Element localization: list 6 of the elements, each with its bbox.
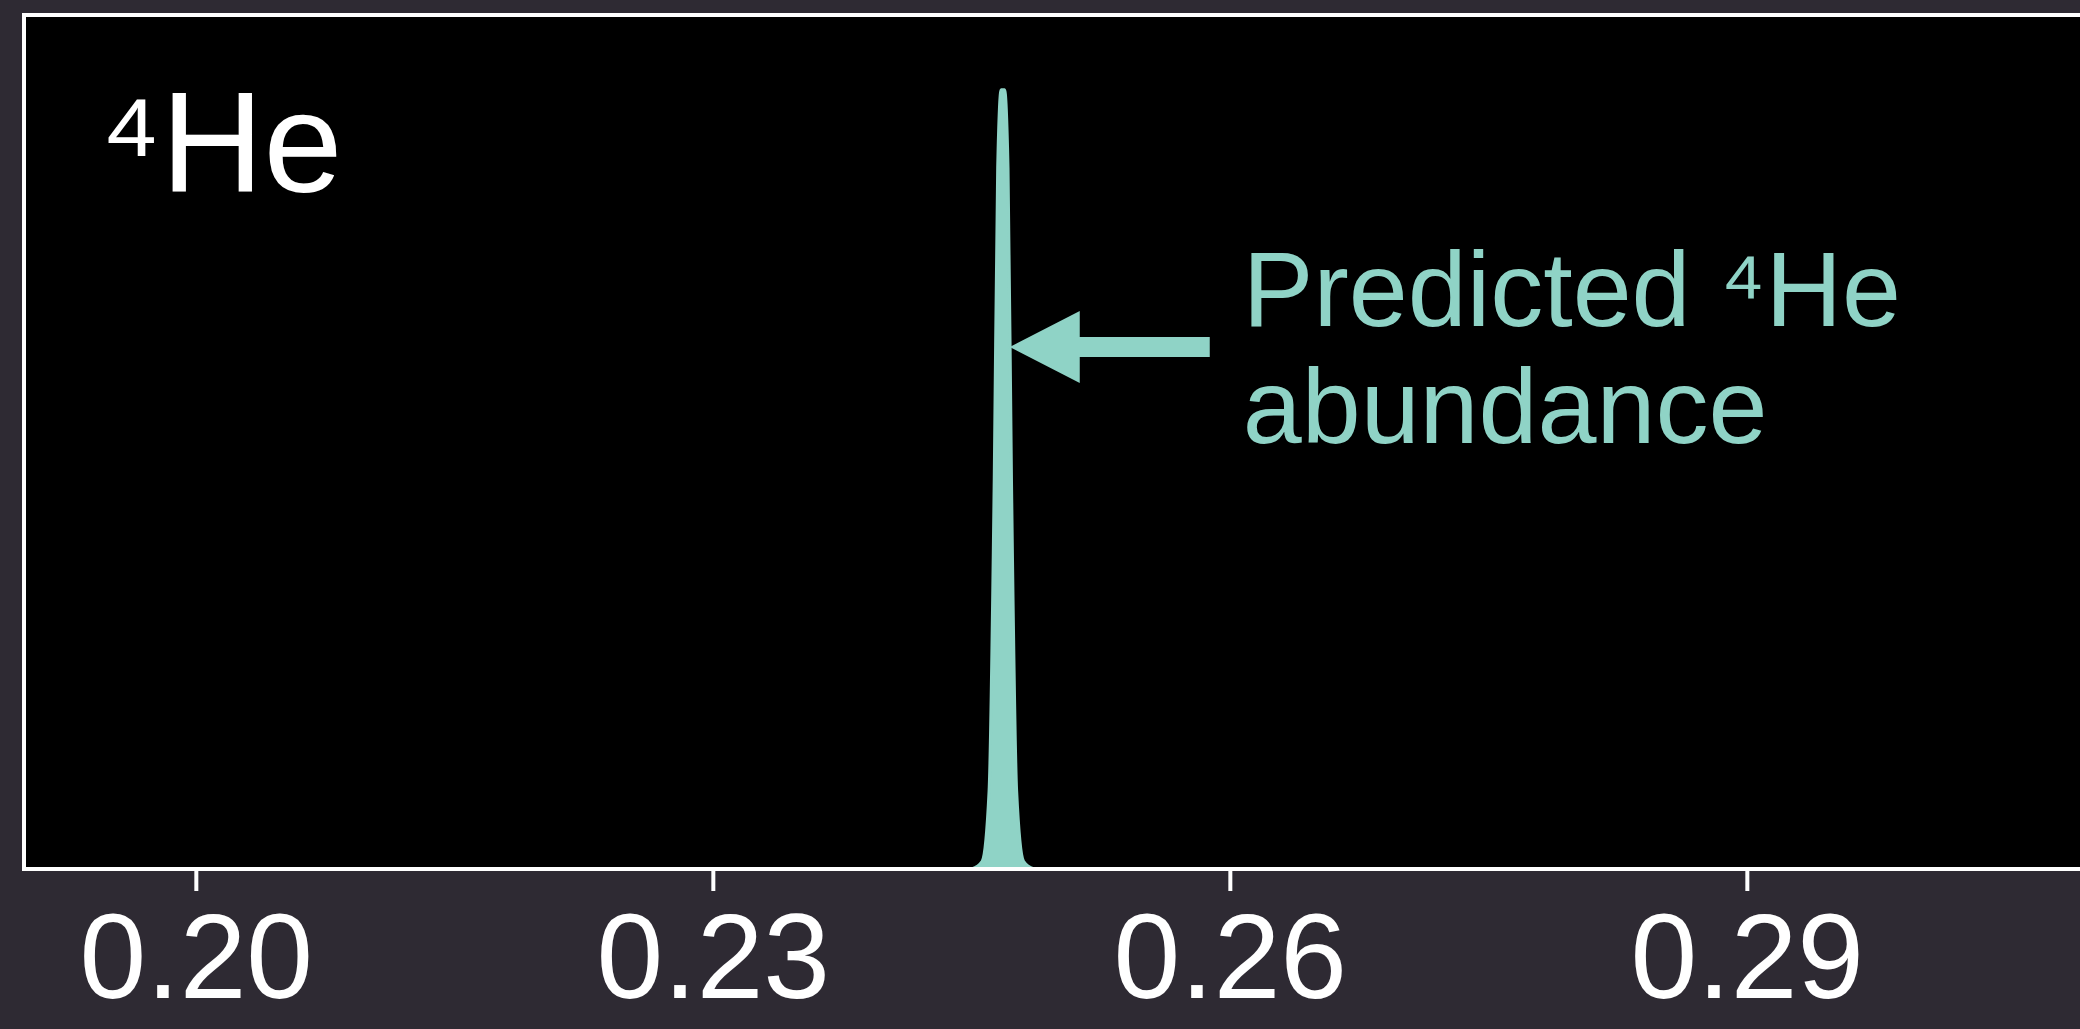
annotation: Predicted ⁴He abundance xyxy=(1242,229,1902,465)
x-tick-label: 0.23 xyxy=(596,889,831,1024)
annotation: ⁴He xyxy=(100,63,343,222)
x-tick-label: 0.20 xyxy=(79,889,314,1024)
x-tick-label: 0.26 xyxy=(1113,889,1348,1024)
x-tick-label: 0.29 xyxy=(1630,889,1865,1024)
